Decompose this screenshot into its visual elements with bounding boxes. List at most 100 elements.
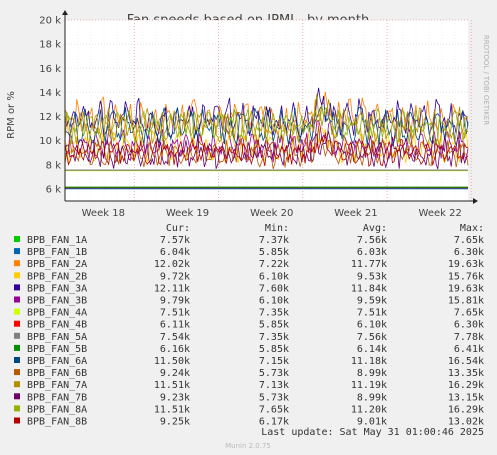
legend-value-avg: 9.01k (357, 417, 387, 428)
legend-series-name: BPB_FAN_3B (27, 296, 87, 307)
legend-value-min: 5.73k (259, 392, 289, 403)
last-update-text: Last update: Sat May 31 01:00:46 2025 (261, 427, 484, 438)
y-tick-label: 14 k (39, 88, 61, 99)
legend-swatch (14, 332, 20, 339)
x-tick-label: Week 21 (334, 208, 377, 219)
legend-header: Avg: (363, 223, 387, 234)
legend-swatch (14, 381, 20, 388)
legend-value-max: 15.81k (448, 296, 484, 307)
y-tick-label: 6 k (46, 184, 62, 195)
legend-value-min: 5.85k (259, 344, 289, 355)
legend-value-min: 7.35k (259, 332, 289, 343)
legend-series-name: BPB_FAN_4B (27, 320, 87, 331)
legend-value-avg: 11.84k (351, 283, 387, 294)
legend-value-min: 5.73k (259, 368, 289, 379)
legend-value-avg: 8.99k (357, 368, 387, 379)
axis-layer: 6 k 8 k 10 k 12 k 14 k 16 k 18 k 20 k Week 18 Wee… (39, 10, 478, 219)
legend-value-min: 7.13k (259, 380, 289, 391)
legend-swatch (14, 344, 20, 351)
legend-swatch (14, 296, 20, 303)
legend-header: Cur: (166, 223, 190, 234)
legend-swatch (14, 248, 20, 255)
legend-value-cur: 7.51k (160, 308, 190, 319)
y-tick-label: 10 k (39, 136, 61, 147)
legend-value-cur: 6.11k (160, 320, 190, 331)
legend-series-name: BPB_FAN_6A (27, 356, 87, 367)
munin-version-footer: Munin 2.0.75 (225, 442, 271, 450)
legend-series-name: BPB_FAN_8B (27, 417, 87, 428)
legend-series-name: BPB_FAN_8A (27, 404, 87, 415)
legend-swatch (14, 272, 20, 279)
legend-value-max: 16.29k (448, 404, 484, 415)
legend-swatch (14, 357, 20, 363)
legend-value-avg: 11.19k (351, 380, 387, 391)
legend-value-cur: 6.16k (160, 344, 190, 355)
legend-header: Min: (265, 223, 289, 234)
legend-value-cur: 11.50k (154, 356, 190, 367)
legend-value-min: 6.17k (259, 417, 289, 428)
legend-value-min: 6.10k (259, 271, 289, 282)
legend-value-avg: 9.53k (357, 271, 387, 282)
series-line-bpb-fan-8a (64, 106, 469, 145)
legend-value-cur: 11.51k (154, 404, 190, 415)
legend-value-min: 7.37k (259, 235, 289, 246)
y-tick-label: 16 k (39, 64, 61, 75)
legend-value-cur: 7.54k (160, 332, 190, 343)
legend-swatch (14, 393, 20, 400)
legend-value-max: 7.65k (454, 308, 484, 319)
x-tick-label: Week 22 (419, 208, 462, 219)
legend-series-name: BPB_FAN_1A (27, 235, 87, 246)
series-layer (64, 87, 469, 190)
legend-swatch (14, 369, 20, 376)
legend-value-min: 7.65k (259, 404, 289, 415)
legend-value-max: 15.76k (448, 271, 484, 282)
series-line-bpb-fan-7a (64, 93, 469, 147)
legend-value-max: 7.78k (454, 332, 484, 343)
legend-value-max: 6.30k (454, 247, 484, 258)
legend-value-max: 16.29k (448, 380, 484, 391)
legend-value-max: 16.54k (448, 356, 484, 367)
legend-value-avg: 7.56k (357, 332, 387, 343)
legend-value-cur: 9.72k (160, 271, 190, 282)
legend-series-name: BPB_FAN_1B (27, 247, 87, 258)
legend-value-cur: 12.02k (154, 259, 190, 270)
legend-value-cur: 9.79k (160, 296, 190, 307)
legend-swatch (14, 320, 20, 327)
legend-swatch (14, 236, 20, 242)
legend: Cur: Min: Avg: Max: BPB_FAN_1A 7.57k 7.37k 7.56… (14, 223, 484, 428)
legend-value-max: 13.15k (448, 392, 484, 403)
legend-swatch (14, 417, 20, 424)
legend-value-cur: 9.25k (160, 417, 190, 428)
legend-value-min: 5.85k (259, 320, 289, 331)
legend-value-avg: 11.77k (351, 259, 387, 270)
y-axis-label: RPM or % (6, 91, 17, 139)
x-tick-label: Week 20 (250, 208, 293, 219)
legend-header: Max: (460, 223, 484, 234)
legend-series-name: BPB_FAN_2A (27, 259, 87, 270)
legend-series-name: BPB_FAN_3A (27, 283, 87, 294)
legend-value-avg: 9.59k (357, 296, 387, 307)
legend-series-name: BPB_FAN_7B (27, 392, 87, 403)
legend-value-min: 7.60k (259, 283, 289, 294)
legend-value-max: 19.63k (448, 259, 484, 270)
legend-value-avg: 11.18k (351, 356, 387, 367)
legend-series-name: BPB_FAN_6B (27, 368, 87, 379)
x-axis-arrow (473, 198, 478, 204)
series-line-bpb-fan-3b (64, 119, 469, 165)
legend-swatch (14, 260, 20, 267)
legend-series-name: BPB_FAN_5B (27, 344, 87, 355)
legend-value-min: 7.22k (259, 259, 289, 270)
legend-series-name: BPB_FAN_5A (27, 332, 87, 343)
legend-value-avg: 8.99k (357, 392, 387, 403)
y-tick-label: 12 k (39, 112, 61, 123)
rrdtool-side-label: RRDTOOL / TOBI OETIKER (482, 35, 490, 125)
y-tick-label: 18 k (39, 40, 61, 51)
legend-value-cur: 6.04k (160, 247, 190, 258)
legend-series-name: BPB_FAN_2B (27, 271, 87, 282)
legend-value-max: 13.35k (448, 368, 484, 379)
legend-value-min: 7.35k (259, 308, 289, 319)
legend-value-max: 6.41k (454, 344, 484, 355)
legend-value-max: 13.02k (448, 417, 484, 428)
legend-value-min: 6.10k (259, 296, 289, 307)
